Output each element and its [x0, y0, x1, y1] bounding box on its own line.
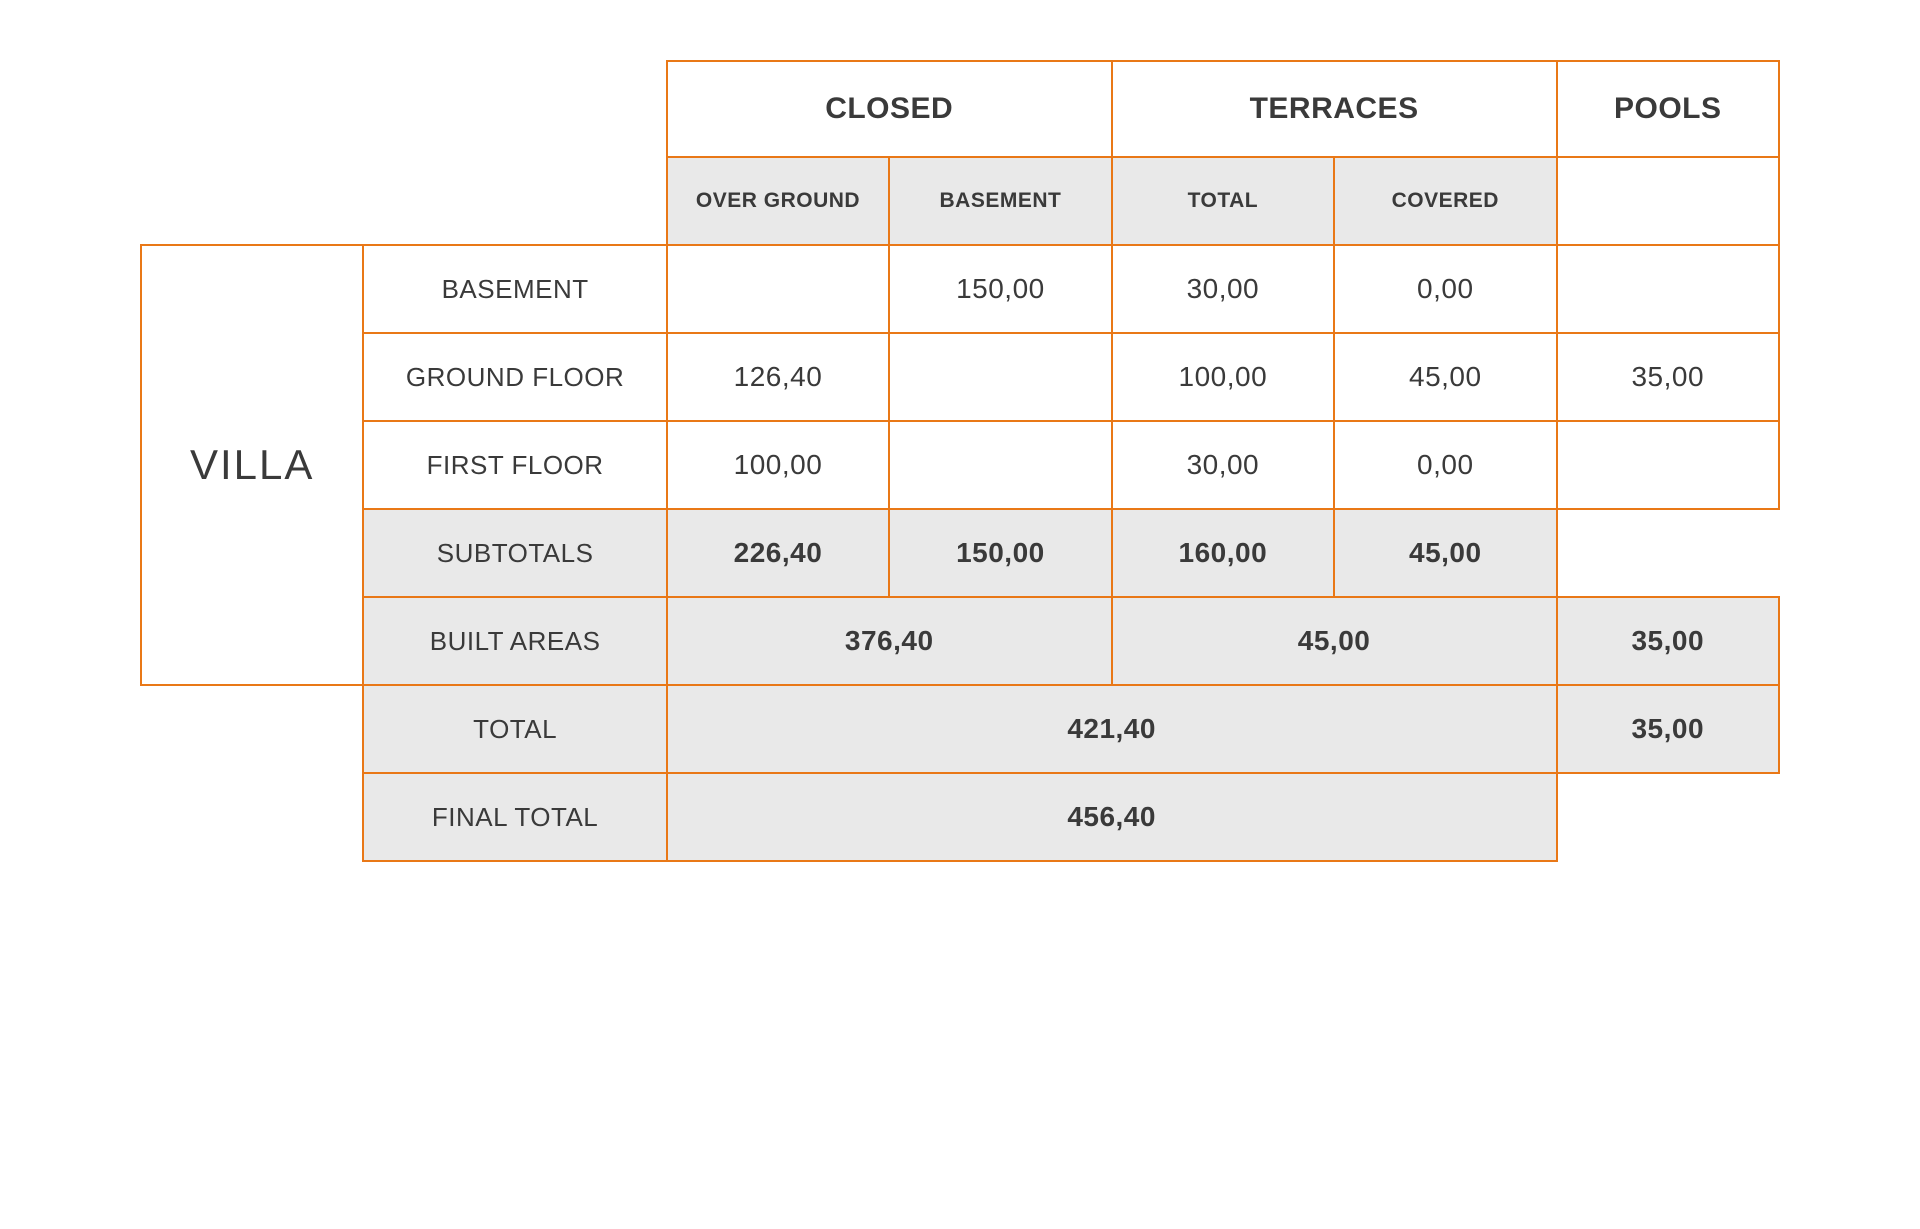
cell-built-pools: 35,00: [1557, 597, 1779, 685]
cell-basement-basement: 150,00: [889, 245, 1111, 333]
cell-subtotal-basement: 150,00: [889, 509, 1111, 597]
cell-subtotal-pools-blank: [1557, 509, 1779, 597]
cell-built-closed: 376,40: [667, 597, 1112, 685]
row-label-subtotals: SUBTOTALS: [363, 509, 666, 597]
row-label-built-areas: BUILT AREAS: [363, 597, 666, 685]
row-label-final-total: FINAL TOTAL: [363, 773, 666, 861]
subheader-pools-blank: [1557, 157, 1779, 245]
cell-basement-tcovered: 0,00: [1334, 245, 1556, 333]
cell-built-terraces: 45,00: [1112, 597, 1557, 685]
cell-subtotal-tcovered: 45,00: [1334, 509, 1556, 597]
subheader-over-ground: OVER GROUND: [667, 157, 889, 245]
cell-basement-pools: [1557, 245, 1779, 333]
cell-final-total: 456,40: [667, 773, 1557, 861]
cell-first-basement: [889, 421, 1111, 509]
villa-areas-table: CLOSED TERRACES POOLS OVER GROUND BASEME…: [140, 60, 1780, 862]
cell-ground-tcovered: 45,00: [1334, 333, 1556, 421]
cell-basement-ttotal: 30,00: [1112, 245, 1334, 333]
cell-first-ttotal: 30,00: [1112, 421, 1334, 509]
row-label-total: TOTAL: [363, 685, 666, 773]
subheader-total: TOTAL: [1112, 157, 1334, 245]
subheader-basement: BASEMENT: [889, 157, 1111, 245]
cell-total-main: 421,40: [667, 685, 1557, 773]
cell-first-tcovered: 0,00: [1334, 421, 1556, 509]
villa-side-label: VILLA: [141, 245, 363, 685]
row-label-ground-floor: GROUND FLOOR: [363, 333, 666, 421]
cell-ground-overground: 126,40: [667, 333, 889, 421]
cell-ground-basement: [889, 333, 1111, 421]
row-label-basement: BASEMENT: [363, 245, 666, 333]
cell-basement-overground: [667, 245, 889, 333]
cell-ground-pools: 35,00: [1557, 333, 1779, 421]
cell-subtotal-ttotal: 160,00: [1112, 509, 1334, 597]
cell-first-overground: 100,00: [667, 421, 889, 509]
header-terraces: TERRACES: [1112, 61, 1557, 157]
header-pools: POOLS: [1557, 61, 1779, 157]
subheader-covered: COVERED: [1334, 157, 1556, 245]
cell-subtotal-overground: 226,40: [667, 509, 889, 597]
header-closed: CLOSED: [667, 61, 1112, 157]
row-label-first-floor: FIRST FLOOR: [363, 421, 666, 509]
cell-first-pools: [1557, 421, 1779, 509]
cell-ground-ttotal: 100,00: [1112, 333, 1334, 421]
cell-total-pools: 35,00: [1557, 685, 1779, 773]
